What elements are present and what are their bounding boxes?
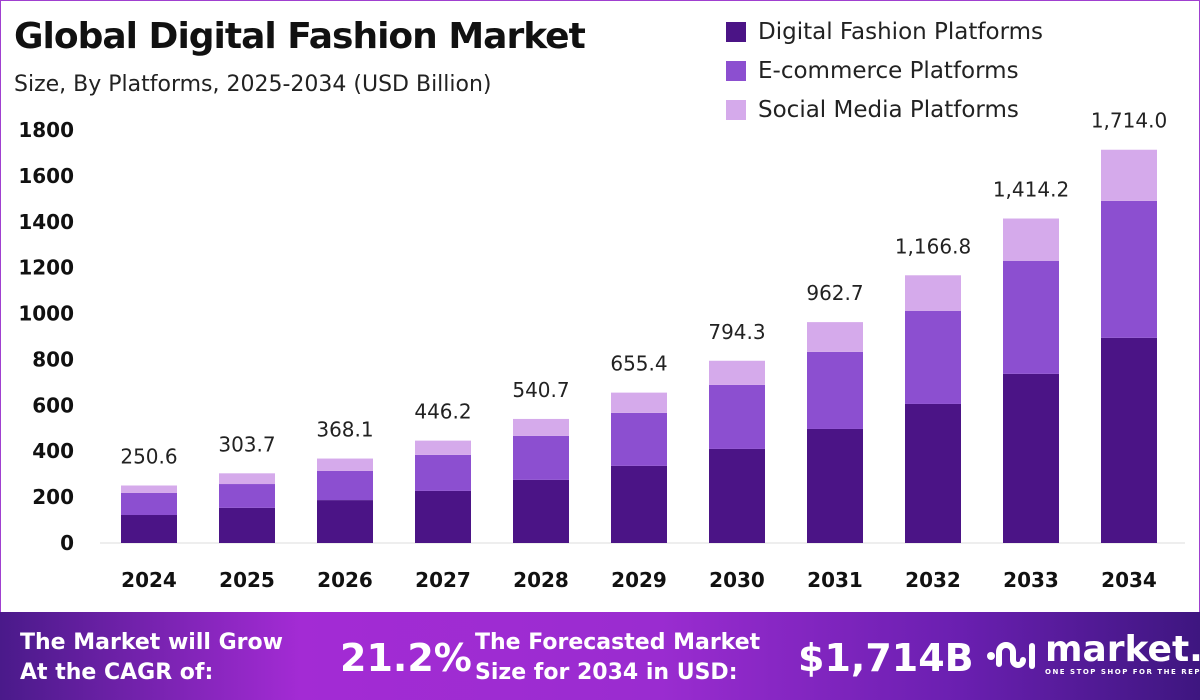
bar-segment — [1101, 200, 1157, 338]
bar-segment — [317, 500, 373, 543]
x-tick-label: 2028 — [513, 568, 569, 592]
footer-banner: The Market will Grow At the CAGR of: 21.2… — [0, 612, 1200, 700]
forecast-label-line: The Forecasted Market — [475, 630, 761, 655]
chart-title: Global Digital Fashion Market — [14, 16, 586, 57]
bar-segment — [121, 492, 177, 516]
legend-swatch — [726, 60, 746, 81]
bar-segment — [1101, 337, 1157, 543]
total-label: 962.7 — [806, 281, 863, 305]
y-tick-label: 0 — [60, 531, 74, 555]
bar-segment — [709, 360, 765, 385]
market-us-logo: market.usONE STOP SHOP FOR THE REPORTS — [985, 632, 1200, 676]
bar-segment — [611, 412, 667, 466]
legend-item: Digital Fashion Platforms — [726, 12, 1043, 51]
bar-segment — [611, 392, 667, 413]
bar-segment — [807, 322, 863, 352]
total-label: 1,414.2 — [993, 178, 1069, 202]
cagr-label-line: The Market will Grow — [20, 630, 283, 655]
x-tick-label: 2024 — [121, 568, 177, 592]
bar-segment — [513, 435, 569, 480]
total-label: 250.6 — [120, 445, 177, 469]
total-label: 1,166.8 — [895, 234, 971, 258]
bar-segment — [317, 470, 373, 501]
x-tick-label: 2033 — [1003, 568, 1059, 592]
legend-label: E-commerce Platforms — [758, 57, 1019, 84]
bar-segment — [415, 490, 471, 543]
cagr-label: The Market will Grow At the CAGR of: — [20, 628, 283, 688]
legend-label: Digital Fashion Platforms — [758, 18, 1044, 45]
legend-swatch — [726, 99, 746, 120]
x-tick-label: 2032 — [905, 568, 961, 592]
bar-segment — [905, 275, 961, 311]
bar-segment — [415, 440, 471, 455]
chart-subtitle: Size, By Platforms, 2025-2034 (USD Billi… — [14, 72, 492, 97]
x-tick-label: 2034 — [1101, 568, 1157, 592]
y-tick-label: 400 — [32, 439, 74, 463]
logo-icon — [987, 642, 1035, 669]
y-tick-label: 600 — [32, 393, 74, 417]
total-label: 1,714.0 — [1091, 109, 1167, 133]
bar-segment — [513, 418, 569, 436]
x-tick-label: 2029 — [611, 568, 667, 592]
bar-segment — [219, 507, 275, 543]
legend: Digital Fashion Platforms E-commerce Pla… — [726, 12, 1043, 129]
bar-segment — [121, 515, 177, 543]
x-tick-label: 2027 — [415, 568, 471, 592]
y-tick-label: 1000 — [18, 302, 74, 326]
cagr-value: 21.2% — [340, 636, 472, 680]
y-tick-label: 1600 — [18, 164, 74, 188]
bar-segment — [611, 465, 667, 543]
bar-segment — [219, 473, 275, 485]
bar-chart: 0 200 400 600 800 1000 1200 1400 1600 1800 250.6 20… — [18, 109, 1185, 592]
total-label: 540.7 — [512, 378, 569, 402]
bar-segment — [807, 351, 863, 429]
forecast-label: The Forecasted Market Size for 2034 in US… — [475, 628, 760, 688]
bar-segment — [1003, 260, 1059, 374]
logo-name: market.us — [1045, 629, 1200, 670]
x-tick-label: 2031 — [807, 568, 863, 592]
bar-segment — [905, 403, 961, 543]
y-tick-label: 1200 — [18, 256, 74, 280]
forecast-value: $1,714B — [798, 636, 974, 680]
bar-segment — [219, 484, 275, 508]
legend-item: Social Media Platforms — [726, 90, 1043, 129]
total-label: 446.2 — [414, 400, 471, 424]
bar-segment — [513, 479, 569, 543]
total-label: 368.1 — [316, 418, 373, 442]
bar-segment — [1003, 218, 1059, 261]
forecast-label-line: Size for 2034 in USD: — [475, 660, 738, 685]
bar-segment — [1101, 149, 1157, 201]
bar-segment — [317, 458, 373, 471]
legend-item: E-commerce Platforms — [726, 51, 1043, 90]
bar-segment — [121, 485, 177, 493]
bar-segment — [415, 454, 471, 491]
y-tick-label: 1400 — [18, 210, 74, 234]
bar-segment — [905, 310, 961, 404]
x-tick-label: 2025 — [219, 568, 275, 592]
y-tick-label: 800 — [32, 347, 74, 371]
bar-segment — [709, 448, 765, 543]
cagr-label-line: At the CAGR of: — [20, 660, 214, 685]
bar-segment — [709, 384, 765, 449]
bar-segment — [1003, 373, 1059, 543]
bar-segment — [807, 428, 863, 543]
x-tick-label: 2026 — [317, 568, 373, 592]
total-label: 794.3 — [708, 320, 765, 344]
logo-tagline: ONE STOP SHOP FOR THE REPORTS — [1045, 668, 1200, 676]
y-tick-label: 1800 — [18, 118, 74, 142]
legend-label: Social Media Platforms — [758, 96, 1019, 123]
total-label: 655.4 — [610, 352, 667, 376]
y-tick-label: 200 — [32, 485, 74, 509]
legend-swatch — [726, 21, 746, 42]
total-label: 303.7 — [218, 432, 275, 456]
x-tick-label: 2030 — [709, 568, 765, 592]
